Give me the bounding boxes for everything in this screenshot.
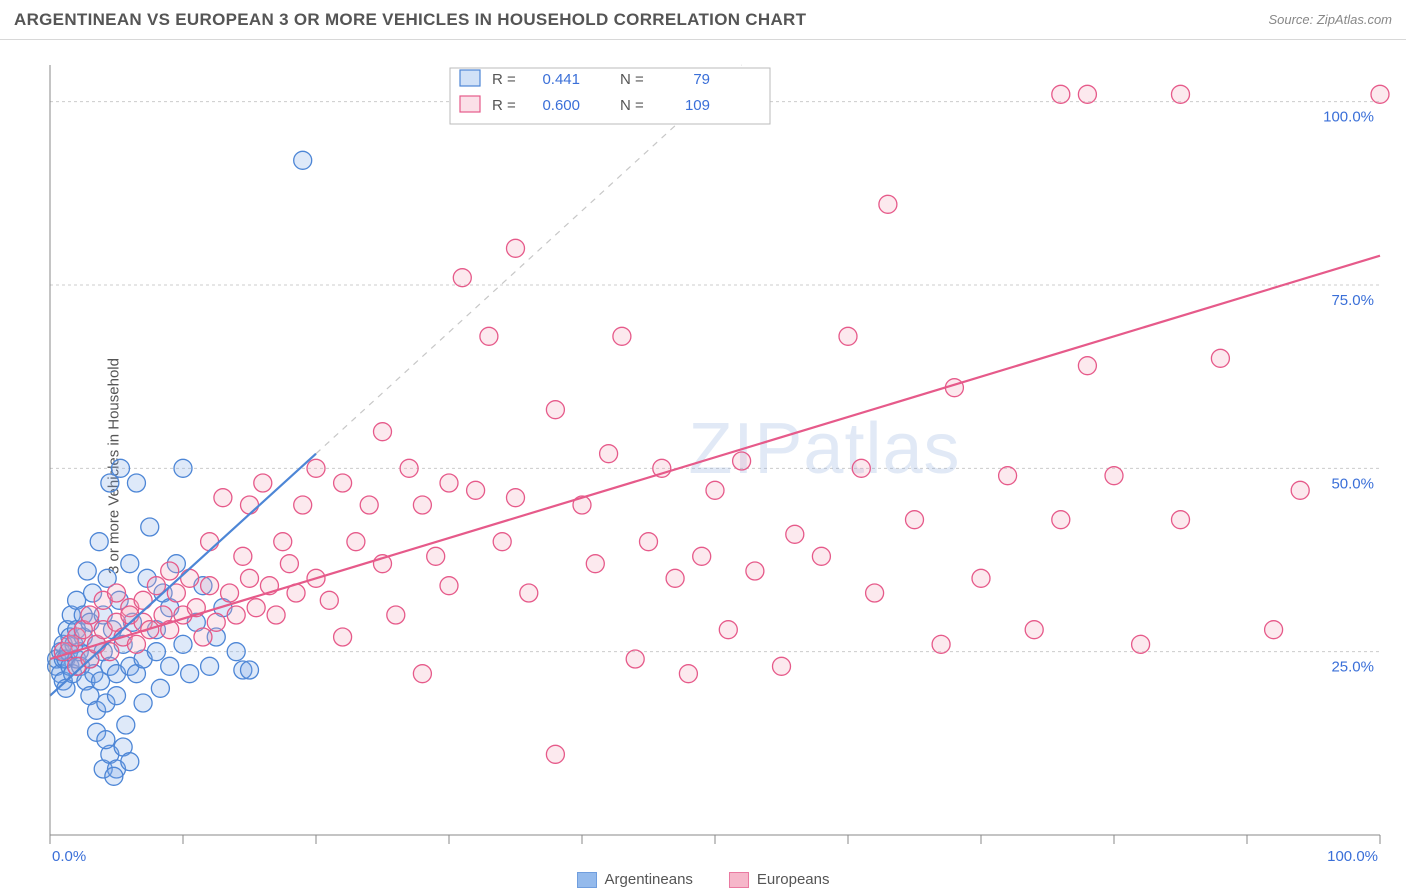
svg-text:0.600: 0.600 [542,97,580,114]
svg-text:75.0%: 75.0% [1331,292,1374,309]
svg-text:R =: R = [492,71,516,88]
svg-text:25.0%: 25.0% [1331,659,1374,676]
svg-text:R =: R = [492,97,516,114]
svg-text:ZIPatlas: ZIPatlas [688,409,960,489]
legend-swatch-icon [577,872,597,888]
legend-item-argentineans: Argentineans [577,871,693,888]
svg-text:50.0%: 50.0% [1331,475,1374,492]
legend-label: Argentineans [605,871,693,888]
source-label: Source: ZipAtlas.com [1268,12,1392,27]
svg-text:109: 109 [685,97,710,114]
title-bar: ARGENTINEAN VS EUROPEAN 3 OR MORE VEHICL… [0,0,1406,40]
chart-title: ARGENTINEAN VS EUROPEAN 3 OR MORE VEHICL… [14,10,806,30]
bottom-legend: Argentineans Europeans [0,871,1406,888]
plot-area: 3 or more Vehicles in Household 25.0%50.… [0,40,1406,892]
svg-text:100.0%: 100.0% [1323,109,1374,126]
legend-item-europeans: Europeans [729,871,830,888]
svg-text:0.0%: 0.0% [52,848,86,865]
svg-text:100.0%: 100.0% [1327,848,1378,865]
chart-svg: 25.0% 50.0% 75.0% 100.0% ZIPatlas 0.0% 100.0% R… [0,40,1406,892]
legend-label: Europeans [757,871,830,888]
svg-text:79: 79 [693,71,710,88]
svg-text:N =: N = [620,71,644,88]
svg-text:N =: N = [620,97,644,114]
svg-text:0.441: 0.441 [542,71,580,88]
legend-swatch-icon [729,872,749,888]
